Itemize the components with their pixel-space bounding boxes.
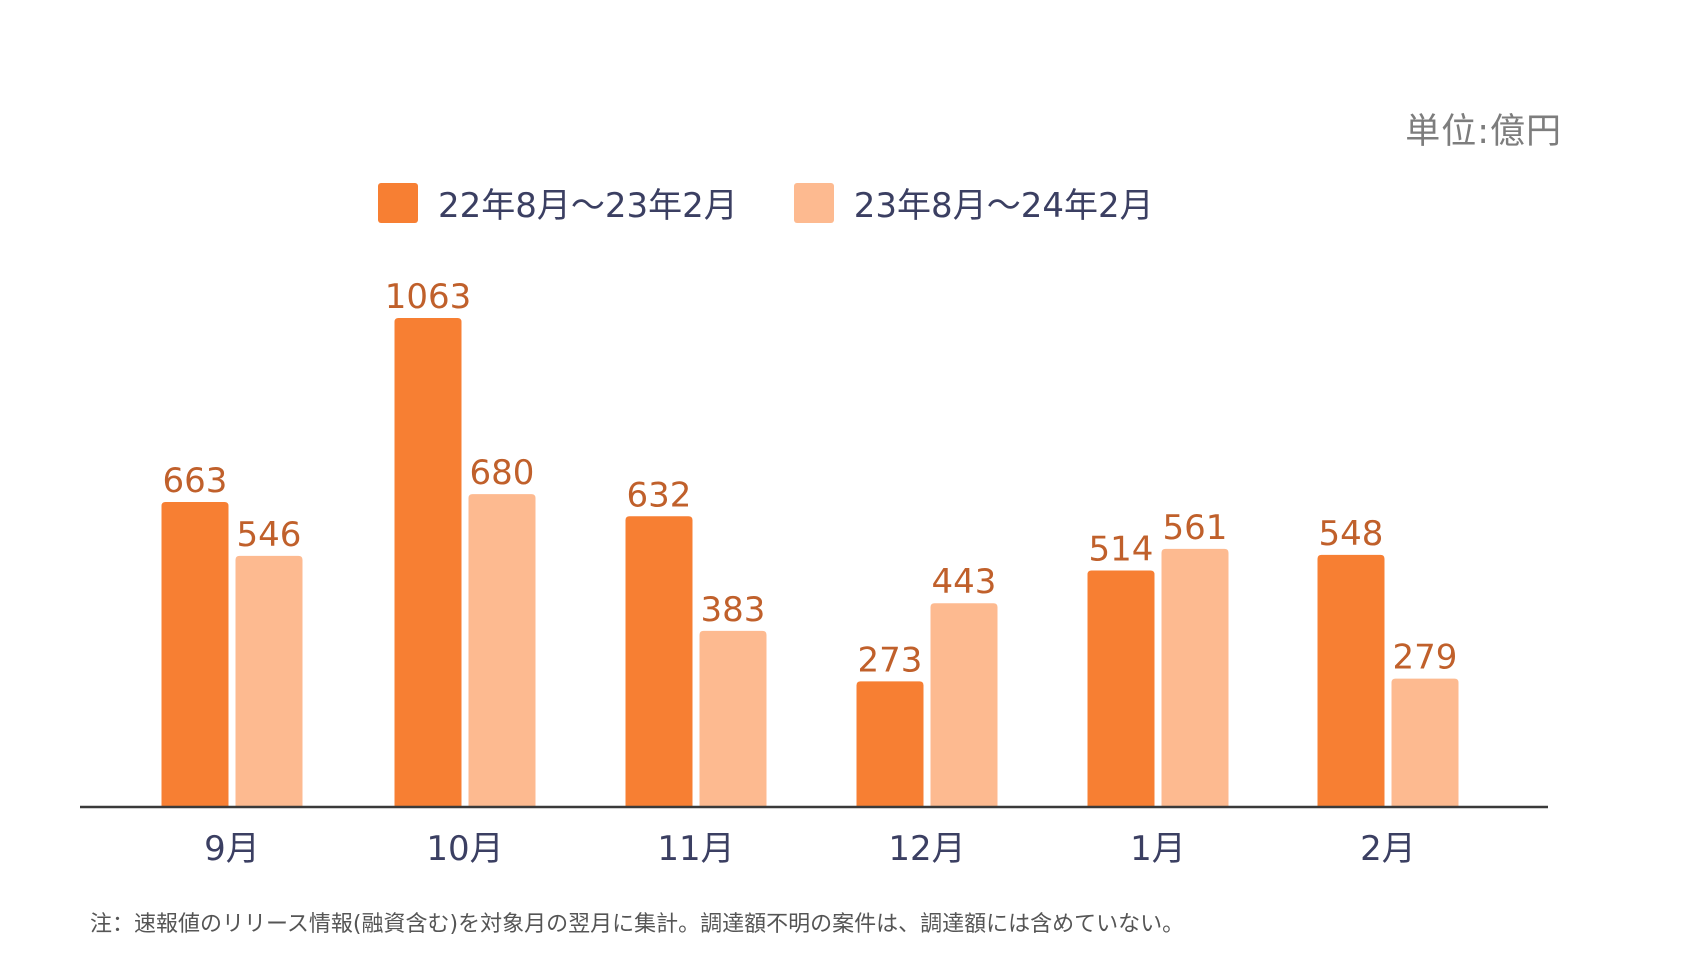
bar-series-1 bbox=[394, 318, 462, 807]
chart-legend: 22年8月〜23年2月 23年8月〜24年2月 bbox=[378, 178, 1154, 227]
data-label-series-1: 1063 bbox=[385, 277, 472, 317]
bar-series-2 bbox=[1161, 548, 1229, 807]
bar-series-1 bbox=[625, 516, 693, 807]
legend-swatch-series-1 bbox=[378, 182, 418, 223]
data-label-series-2: 443 bbox=[932, 562, 997, 602]
bar-series-2 bbox=[235, 555, 303, 807]
legend-label-series-1: 22年8月〜23年2月 bbox=[438, 186, 738, 226]
bar-series-1 bbox=[1087, 570, 1155, 807]
x-tick-label: 10月 bbox=[426, 829, 503, 869]
bar-series-2 bbox=[1391, 678, 1459, 807]
x-tick-label: 9月 bbox=[204, 829, 260, 869]
bar-series-1 bbox=[856, 681, 924, 807]
legend-item-series-1: 22年8月〜23年2月 bbox=[378, 178, 738, 227]
data-label-series-1: 663 bbox=[163, 461, 228, 501]
data-label-series-1: 514 bbox=[1089, 530, 1154, 570]
data-label-series-2: 279 bbox=[1393, 638, 1458, 678]
bar-series-2 bbox=[930, 603, 998, 807]
unit-label: 単位:億円 bbox=[1405, 112, 1562, 152]
bar-series-2 bbox=[699, 630, 767, 807]
legend-label-series-2: 23年8月〜24年2月 bbox=[853, 186, 1154, 226]
data-label-series-2: 680 bbox=[470, 453, 535, 493]
legend-swatch-series-2 bbox=[793, 182, 834, 223]
bar-series-1 bbox=[161, 502, 229, 807]
data-label-series-1: 548 bbox=[1319, 514, 1384, 554]
data-label-series-2: 561 bbox=[1163, 508, 1228, 548]
chart-footnote: 注：速報値のリリース情報(融資含む)を対象月の翌月に集計。調達額不明の案件は、調… bbox=[90, 912, 1185, 937]
x-tick-label: 1月 bbox=[1130, 829, 1186, 869]
data-label-series-2: 383 bbox=[701, 590, 766, 630]
legend-item-series-2: 23年8月〜24年2月 bbox=[793, 178, 1154, 227]
bar-series-1 bbox=[1317, 554, 1385, 807]
data-label-series-2: 546 bbox=[237, 515, 302, 555]
x-tick-label: 12月 bbox=[888, 829, 965, 869]
data-label-series-1: 632 bbox=[627, 475, 692, 515]
x-tick-label: 2月 bbox=[1360, 829, 1416, 869]
bar-series-2 bbox=[468, 494, 536, 807]
x-tick-label: 11月 bbox=[657, 829, 734, 869]
data-label-series-1: 273 bbox=[858, 640, 923, 680]
